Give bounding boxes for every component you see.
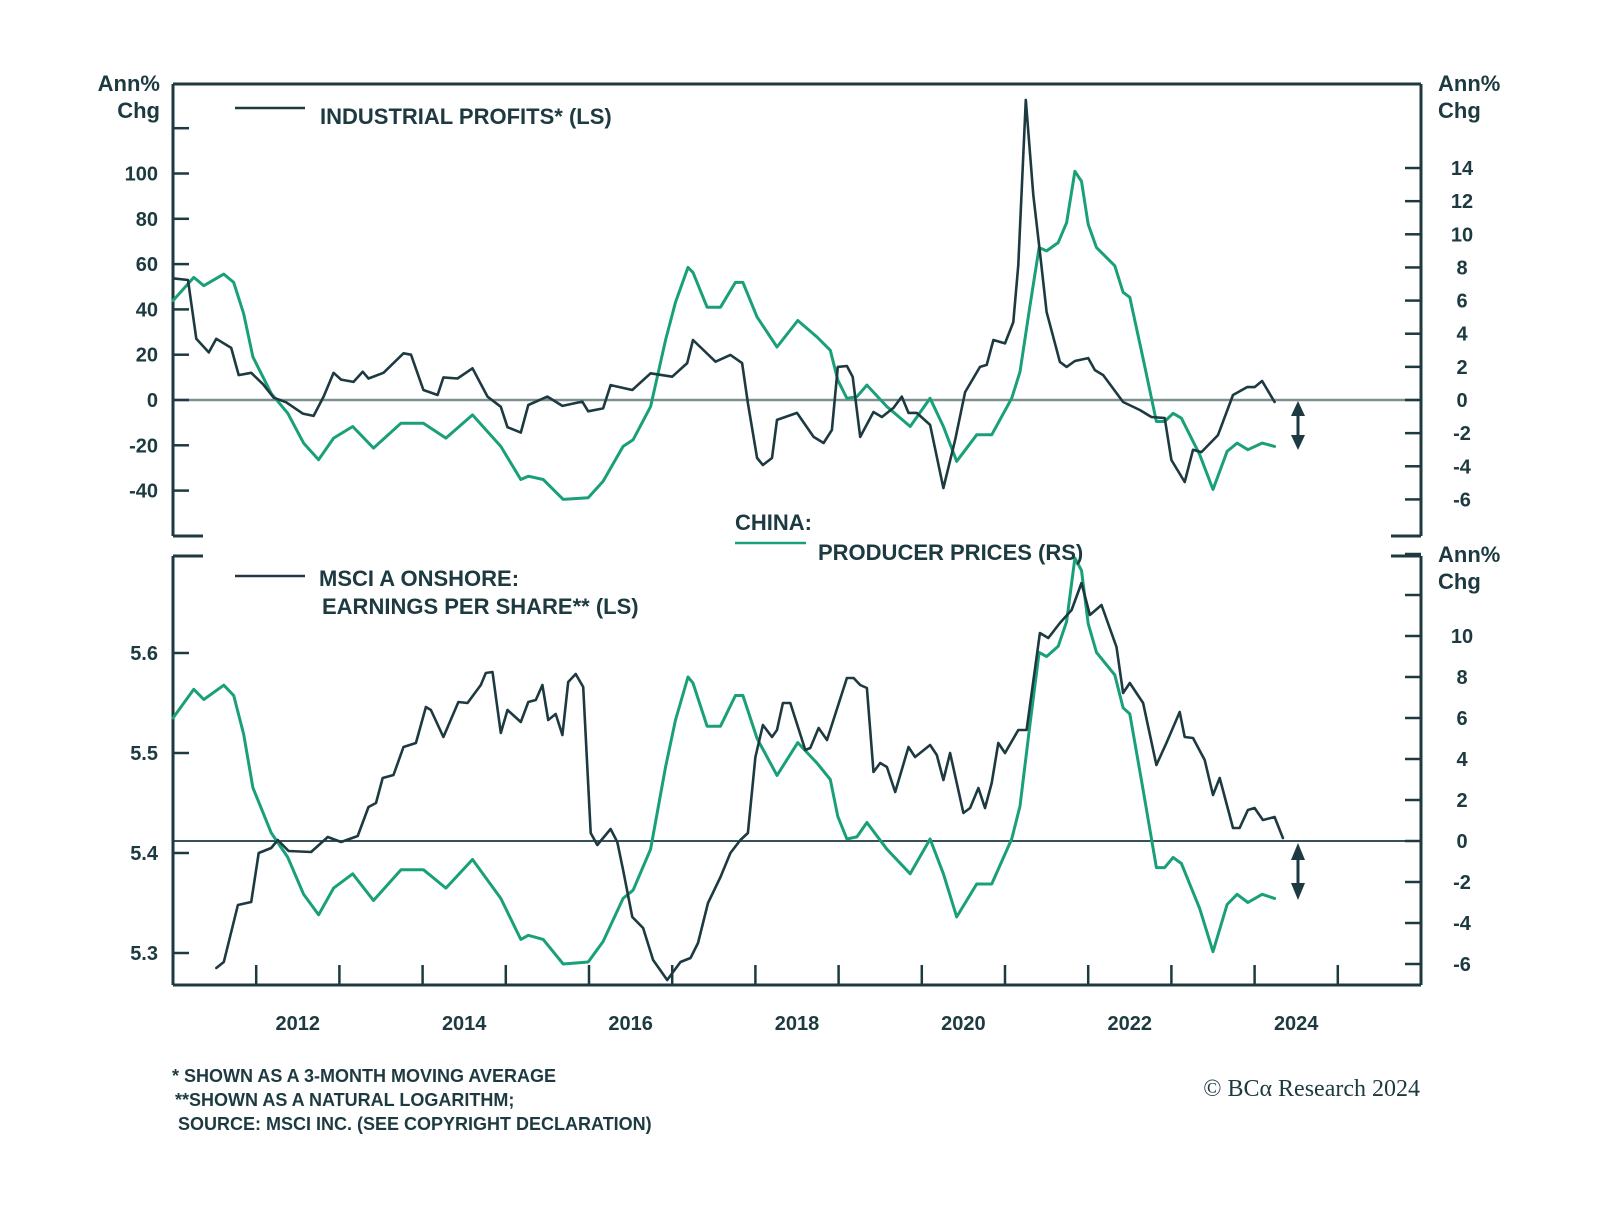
top-right-tick-label: 8 (1456, 257, 1467, 279)
axis-ticks (171, 126, 1423, 985)
top-right-tick-label: 0 (1456, 390, 1467, 412)
top-left-tick-label: -20 (129, 435, 158, 457)
top-left-tick-label: 80 (136, 209, 158, 231)
top-right-tick-label: -6 (1453, 489, 1471, 511)
footnote-source: SOURCE: MSCI INC. (SEE COPYRIGHT DECLARA… (178, 1114, 652, 1134)
top-right-tick-label: 4 (1456, 324, 1468, 346)
legend-industrial-profits: INDUSTRIAL PROFITS* (LS) (320, 104, 612, 129)
top-left-tick-label: 40 (136, 299, 158, 321)
top-ppi-line (171, 169, 1277, 501)
legend-ppi-line1: CHINA: (735, 510, 812, 535)
bottom-right-tick-label: 10 (1451, 626, 1473, 648)
bottom-right-tick-label: 4 (1456, 749, 1468, 771)
top-industrial-profits-line (172, 98, 1276, 490)
tick-labels: -40-20020406080100-6-4-2024681012145.35.… (125, 158, 1474, 1035)
legend-eps-line2: EARNINGS PER SHARE** (LS) (322, 594, 639, 619)
x-tick-label-2020: 2020 (941, 1013, 986, 1035)
bottom-right-tick-label: 8 (1456, 667, 1467, 689)
bottom-eps-line (215, 581, 1285, 982)
x-tick-label-2012: 2012 (276, 1013, 321, 1035)
top-right-tick-label: -4 (1453, 456, 1472, 478)
copyright-bca-research: © BCα Research 2024 (1203, 1076, 1420, 1102)
top-left-tick-label: 0 (147, 390, 158, 412)
top-right-tick-label: -2 (1453, 423, 1471, 445)
bottom-right-axis-unit-line1: Ann% (1438, 542, 1500, 567)
x-tick-label-2014: 2014 (442, 1013, 487, 1035)
bottom-right-tick-label: 6 (1456, 708, 1467, 730)
top-right-tick-label: 14 (1451, 158, 1474, 180)
bottom-right-tick-label: -6 (1453, 954, 1471, 976)
x-tick-label-2016: 2016 (608, 1013, 653, 1035)
x-tick-label-2024: 2024 (1274, 1013, 1319, 1035)
top-left-tick-label: -40 (129, 481, 158, 503)
top-right-axis-unit-line2: Chg (1438, 98, 1481, 123)
footnote-moving-average: * SHOWN AS A 3-MONTH MOVING AVERAGE (172, 1066, 556, 1086)
bottom-double-arrow-icon (1291, 843, 1305, 900)
top-left-tick-label: 20 (136, 345, 158, 367)
chart-frames (171, 82, 1423, 987)
bottom-right-tick-label: -4 (1453, 913, 1472, 935)
top-left-axis-unit-line2: Chg (117, 98, 160, 123)
x-tick-label-2022: 2022 (1108, 1013, 1153, 1035)
bottom-left-tick-label: 5.6 (130, 643, 158, 665)
top-double-arrow-icon (1291, 401, 1305, 450)
series-lines (171, 98, 1285, 982)
bottom-right-tick-label: -2 (1453, 872, 1471, 894)
top-right-tick-label: 2 (1456, 357, 1467, 379)
bottom-left-tick-label: 5.4 (130, 843, 159, 865)
top-right-tick-label: 6 (1456, 291, 1467, 313)
bottom-right-tick-label: 0 (1456, 831, 1467, 853)
bottom-ppi-line (171, 556, 1277, 966)
top-right-tick-label: 10 (1451, 224, 1473, 246)
zero-lines (173, 398, 1421, 842)
x-tick-label-2018: 2018 (775, 1013, 820, 1035)
legend-eps-line1: MSCI A ONSHORE: (319, 566, 519, 591)
top-left-axis-unit-line1: Ann% (98, 71, 160, 96)
top-right-axis-unit-line1: Ann% (1438, 71, 1500, 96)
bottom-right-tick-label: 2 (1456, 790, 1467, 812)
legend-ppi-line2: PRODUCER PRICES (RS) (818, 540, 1083, 565)
bottom-right-axis-unit-line2: Chg (1438, 569, 1481, 594)
bottom-left-tick-label: 5.3 (130, 943, 158, 965)
top-left-tick-label: 100 (125, 164, 158, 186)
top-right-tick-label: 12 (1451, 191, 1473, 213)
top-left-tick-label: 60 (136, 254, 158, 276)
bottom-left-tick-label: 5.5 (130, 743, 158, 765)
footnote-natural-log: **SHOWN AS A NATURAL LOGARITHM; (175, 1090, 514, 1110)
